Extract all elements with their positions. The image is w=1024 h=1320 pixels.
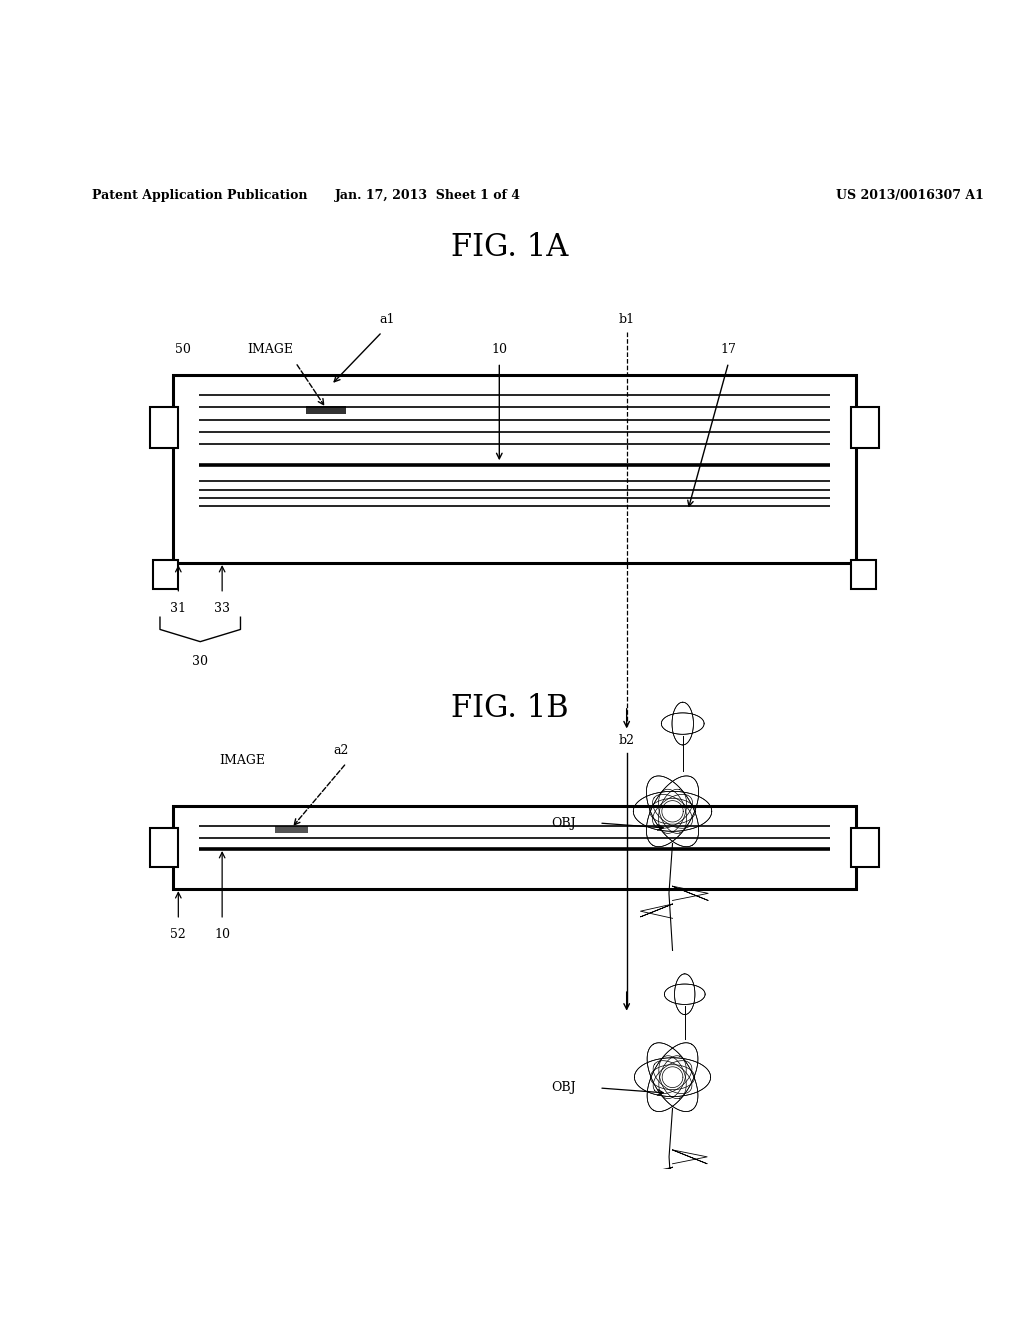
Bar [150,407,178,447]
Bar [150,828,178,867]
Text: 33: 33 [214,602,230,615]
Bar [851,828,880,867]
Text: Jan. 17, 2013  Sheet 1 of 4: Jan. 17, 2013 Sheet 1 of 4 [335,189,521,202]
Text: IMAGE: IMAGE [219,754,265,767]
Text: b2: b2 [618,734,635,747]
Text: 17: 17 [721,343,736,356]
Bar [173,375,856,564]
Bar [306,407,346,414]
Text: US 2013/0016307 A1: US 2013/0016307 A1 [836,189,983,202]
Text: FIG. 1A: FIG. 1A [451,232,568,263]
Bar [173,805,856,890]
Text: 30: 30 [193,655,208,668]
Bar [851,560,877,589]
Text: OBJ: OBJ [551,817,575,829]
Bar [275,826,308,833]
Text: a1: a1 [380,313,395,326]
Text: a2: a2 [334,743,349,756]
Text: IMAGE: IMAGE [247,343,293,356]
Text: 31: 31 [170,602,186,615]
Text: OBJ: OBJ [551,1081,575,1094]
Text: FIG. 1B: FIG. 1B [451,693,568,725]
Text: 50: 50 [175,343,191,356]
Text: b1: b1 [618,313,635,326]
Text: 10: 10 [214,928,230,941]
Text: Patent Application Publication: Patent Application Publication [92,189,307,202]
Text: 10: 10 [492,343,507,356]
Text: 52: 52 [170,928,186,941]
Bar [851,407,880,447]
Bar [153,560,178,589]
